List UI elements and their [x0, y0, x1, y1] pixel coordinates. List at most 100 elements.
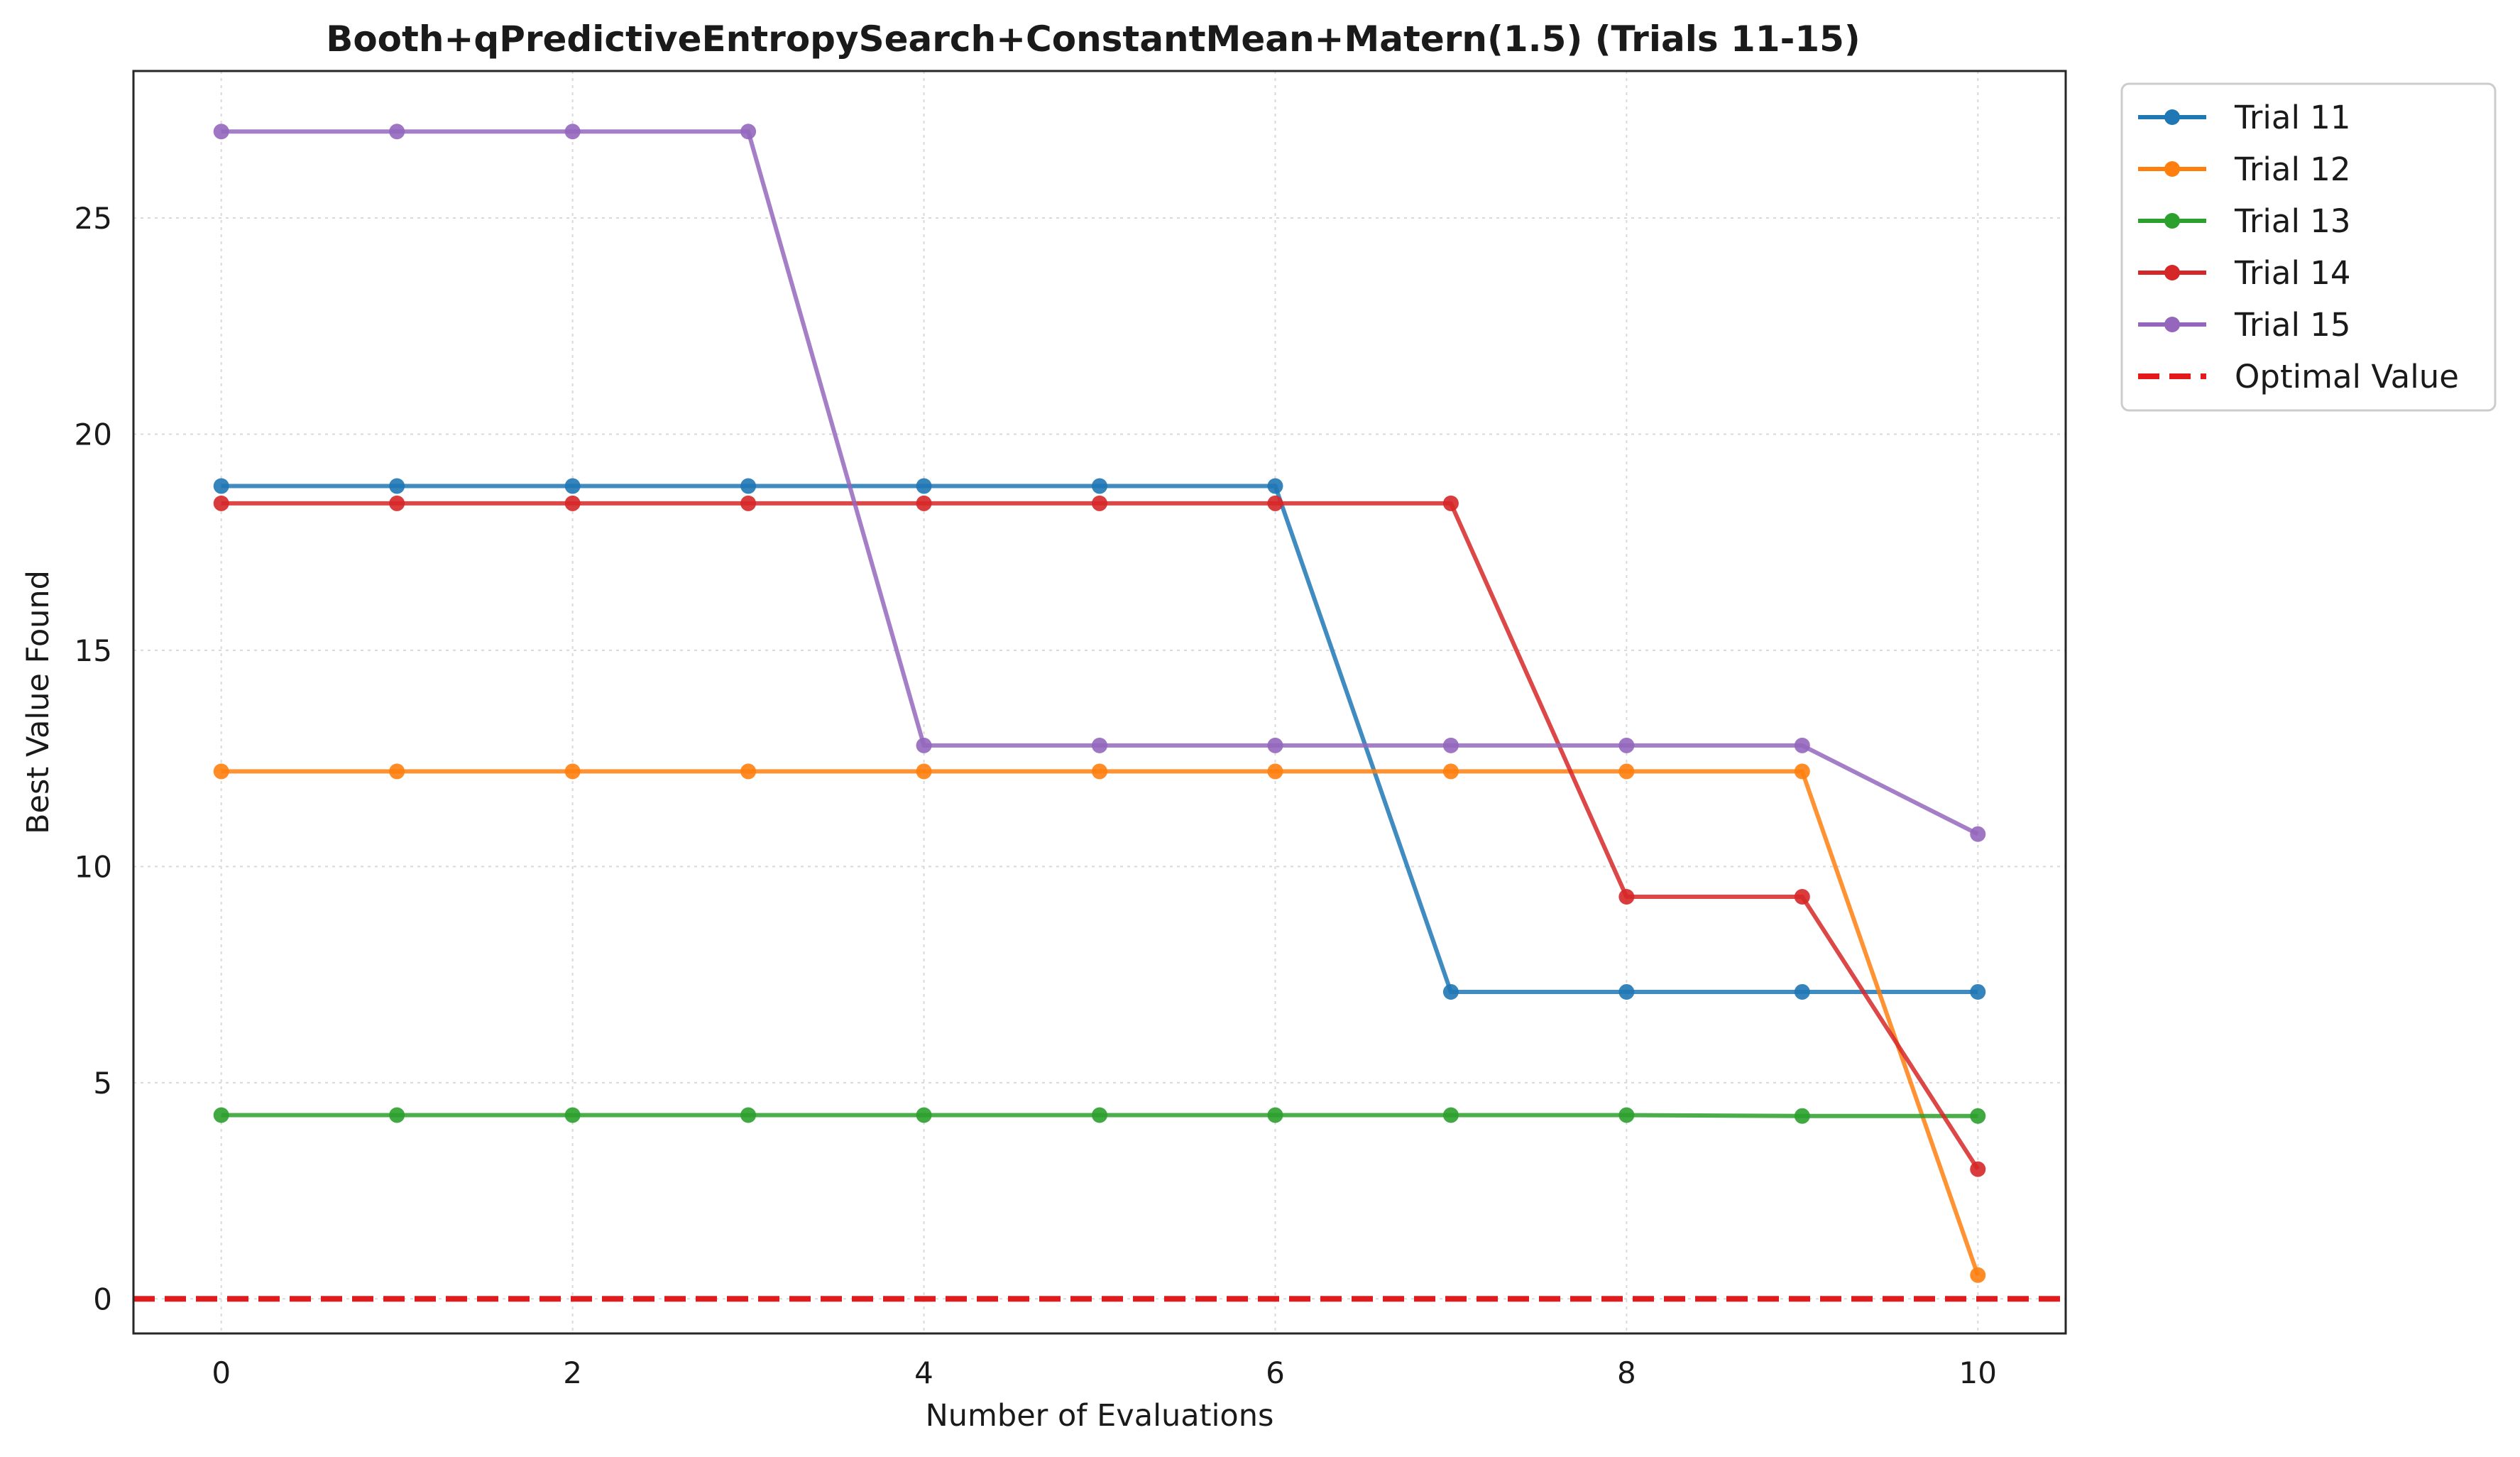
- data-point: [1794, 1108, 1810, 1124]
- data-point: [1092, 495, 1107, 511]
- series-2: [213, 763, 1986, 1283]
- data-point: [1442, 737, 1459, 753]
- data-point: [740, 1107, 757, 1123]
- legend-marker: [2164, 161, 2180, 177]
- data-point: [389, 478, 405, 494]
- data-point: [1267, 1107, 1283, 1123]
- data-point: [389, 763, 405, 780]
- y-tick-label: 10: [75, 849, 112, 884]
- data-point: [564, 124, 581, 140]
- data-point: [1618, 889, 1635, 905]
- data-point: [213, 763, 229, 780]
- data-point: [1970, 1161, 1986, 1177]
- y-axis-label: Best Value Found: [21, 570, 56, 834]
- data-point: [213, 124, 229, 140]
- data-point: [389, 124, 405, 140]
- legend-entry: Trial 14: [2138, 254, 2351, 292]
- series-3: [213, 1107, 1986, 1124]
- data-point: [740, 478, 757, 494]
- data-point: [213, 478, 229, 494]
- y-tick-label: 20: [75, 417, 112, 452]
- data-point: [564, 478, 581, 494]
- legend-marker: [2164, 109, 2180, 125]
- data-point: [1267, 478, 1283, 494]
- x-axis-label: Number of Evaluations: [926, 1398, 1274, 1434]
- data-point: [1092, 737, 1107, 753]
- data-point: [1794, 737, 1810, 753]
- data-point: [1970, 826, 1986, 842]
- x-tick-label: 2: [563, 1355, 582, 1390]
- legend-frame: [2120, 82, 2497, 412]
- x-tick-label: 6: [1266, 1355, 1285, 1390]
- y-tick-label: 5: [93, 1066, 112, 1101]
- data-point: [1092, 478, 1107, 494]
- series-1: [213, 478, 1986, 1000]
- data-point: [1092, 1107, 1107, 1123]
- data-point: [916, 495, 932, 511]
- data-point: [916, 737, 932, 753]
- x-tick-label: 0: [212, 1355, 231, 1390]
- data-point: [740, 495, 757, 511]
- data-point: [213, 1107, 229, 1123]
- data-point: [213, 495, 229, 511]
- data-point: [1442, 983, 1459, 1000]
- series-line: [221, 769, 1981, 1276]
- legend-entry: Trial 15: [2138, 306, 2351, 344]
- data-point: [916, 763, 932, 780]
- legend-label: Trial 14: [2234, 254, 2351, 292]
- data-point: [1267, 737, 1283, 753]
- data-point: [1970, 983, 1986, 1000]
- chart-title: Booth+qPredictiveEntropySearch+ConstantM…: [326, 18, 1861, 60]
- legend-marker: [2164, 265, 2180, 280]
- data-point: [1970, 1267, 1986, 1283]
- data-point: [1618, 983, 1635, 1000]
- series-layer: [213, 124, 1986, 1283]
- data-point: [564, 1107, 581, 1123]
- data-point: [564, 763, 581, 780]
- legend-marker: [2164, 213, 2180, 229]
- data-point: [1794, 763, 1810, 780]
- legend-label: Trial 13: [2234, 202, 2351, 240]
- legend: Trial 11 Trial 12 Trial 13 Trial 14 Trial 15…: [2120, 82, 2497, 412]
- legend-entry: Optimal Value: [2138, 358, 2459, 395]
- x-tick-label: 4: [914, 1355, 933, 1390]
- data-point: [740, 763, 757, 780]
- data-point: [564, 495, 581, 511]
- legend-entry: Trial 11: [2138, 99, 2351, 136]
- data-point: [740, 124, 757, 140]
- series-line: [221, 501, 1980, 1171]
- data-point: [1618, 763, 1635, 780]
- data-point: [916, 478, 932, 494]
- data-point: [1092, 763, 1107, 780]
- grid: [133, 71, 2066, 1333]
- data-point: [1267, 495, 1283, 511]
- y-tick-label: 25: [75, 201, 112, 236]
- legend-label: Optimal Value: [2235, 358, 2459, 395]
- data-point: [1442, 495, 1459, 511]
- data-point: [389, 495, 405, 511]
- legend-marker: [2164, 317, 2180, 332]
- series-5: [213, 124, 1986, 842]
- legend-entry: Trial 13: [2138, 202, 2351, 240]
- data-point: [916, 1107, 932, 1123]
- data-point: [1618, 737, 1635, 753]
- data-point: [1794, 889, 1810, 905]
- data-point: [1970, 1108, 1986, 1124]
- legend-entry: Trial 12: [2138, 151, 2351, 188]
- y-tick-label: 0: [93, 1282, 112, 1316]
- data-point: [389, 1107, 405, 1123]
- x-tick-label: 8: [1617, 1355, 1636, 1390]
- series-4: [213, 495, 1986, 1177]
- data-point: [1267, 763, 1283, 780]
- legend-label: Trial 12: [2234, 151, 2351, 188]
- legend-label: Trial 11: [2234, 99, 2351, 136]
- data-point: [1794, 983, 1810, 1000]
- data-point: [1442, 1107, 1459, 1123]
- y-tick-label: 15: [75, 633, 112, 668]
- tick-labels: 0 2 4 6 8 10 0 5 10 15 20 25: [75, 201, 1997, 1390]
- data-point: [1442, 763, 1459, 780]
- plot-frame: [132, 70, 2067, 1335]
- x-tick-label: 10: [1959, 1355, 1997, 1390]
- data-point: [1618, 1107, 1635, 1123]
